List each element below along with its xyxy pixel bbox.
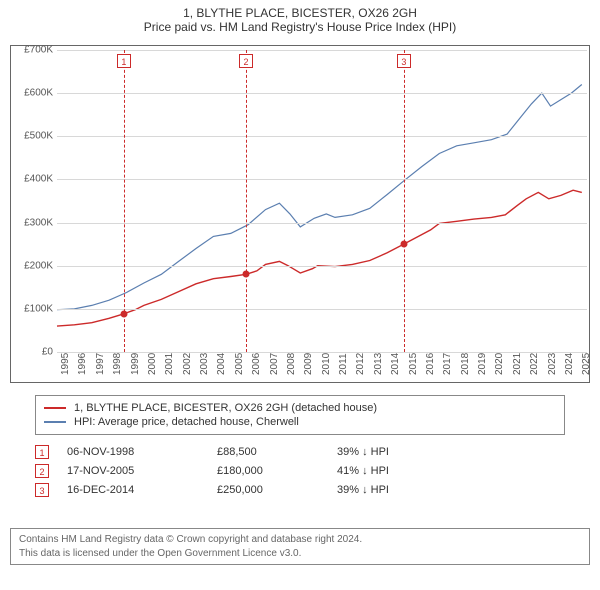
sale-vline bbox=[124, 50, 125, 352]
x-axis-label: 2005 bbox=[234, 361, 245, 375]
legend-item: 1, BLYTHE PLACE, BICESTER, OX26 2GH (det… bbox=[44, 402, 556, 414]
x-axis-label: 2004 bbox=[216, 361, 227, 375]
sale-dot bbox=[400, 241, 407, 248]
gridline-h bbox=[57, 50, 587, 51]
legend-swatch bbox=[44, 421, 66, 423]
x-axis-label: 2017 bbox=[442, 361, 453, 375]
y-axis-label: £0 bbox=[15, 347, 53, 358]
chart-title-address: 1, BLYTHE PLACE, BICESTER, OX26 2GH bbox=[0, 0, 600, 20]
legend-label: HPI: Average price, detached house, Cher… bbox=[74, 416, 299, 428]
sale-date: 06-NOV-1998 bbox=[67, 446, 217, 458]
x-axis-label: 1996 bbox=[77, 361, 88, 375]
x-axis-label: 2000 bbox=[147, 361, 158, 375]
sale-vline bbox=[246, 50, 247, 352]
sale-dot bbox=[243, 271, 250, 278]
x-axis-label: 2010 bbox=[321, 361, 332, 375]
x-axis-label: 2003 bbox=[199, 361, 210, 375]
footer-line: Contains HM Land Registry data © Crown c… bbox=[19, 533, 581, 547]
x-axis-label: 2023 bbox=[547, 361, 558, 375]
x-axis-label: 2025 bbox=[581, 361, 592, 375]
x-axis-label: 2006 bbox=[251, 361, 262, 375]
gridline-h bbox=[57, 266, 587, 267]
footer-line: This data is licensed under the Open Gov… bbox=[19, 547, 581, 561]
legend-swatch bbox=[44, 407, 66, 409]
sale-row: 2 17-NOV-2005 £180,000 41% ↓ HPI bbox=[35, 464, 565, 478]
sale-price: £250,000 bbox=[217, 484, 337, 496]
sale-marker-box: 2 bbox=[239, 54, 253, 68]
chart-frame: £0 £100K £200K £300K £400K £500K £600K £700K 199… bbox=[10, 45, 590, 383]
y-axis-label: £700K bbox=[15, 45, 53, 56]
x-axis-label: 1999 bbox=[130, 361, 141, 375]
sale-row: 3 16-DEC-2014 £250,000 39% ↓ HPI bbox=[35, 483, 565, 497]
series-price_paid bbox=[57, 190, 582, 326]
x-axis-label: 1998 bbox=[112, 361, 123, 375]
x-axis-label: 2020 bbox=[494, 361, 505, 375]
x-axis-label: 2002 bbox=[182, 361, 193, 375]
x-axis-label: 2008 bbox=[286, 361, 297, 375]
legend: 1, BLYTHE PLACE, BICESTER, OX26 2GH (det… bbox=[35, 395, 565, 435]
sale-delta-hpi: 39% ↓ HPI bbox=[337, 484, 457, 496]
gridline-h bbox=[57, 136, 587, 137]
x-axis-label: 2013 bbox=[373, 361, 384, 375]
gridline-h bbox=[57, 179, 587, 180]
chart-subtitle: Price paid vs. HM Land Registry's House … bbox=[0, 20, 600, 34]
x-axis-label: 2015 bbox=[408, 361, 419, 375]
x-axis-label: 2024 bbox=[564, 361, 575, 375]
y-axis-label: £300K bbox=[15, 217, 53, 228]
sales-table: 1 06-NOV-1998 £88,500 39% ↓ HPI 2 17-NOV… bbox=[35, 440, 565, 502]
gridline-h bbox=[57, 309, 587, 310]
sale-vline bbox=[404, 50, 405, 352]
sale-price: £180,000 bbox=[217, 465, 337, 477]
series-hpi bbox=[57, 85, 582, 310]
sale-date: 17-NOV-2005 bbox=[67, 465, 217, 477]
figure: 1, BLYTHE PLACE, BICESTER, OX26 2GH Pric… bbox=[0, 0, 600, 590]
y-axis-label: £200K bbox=[15, 260, 53, 271]
x-axis-label: 2018 bbox=[460, 361, 471, 375]
sale-row: 1 06-NOV-1998 £88,500 39% ↓ HPI bbox=[35, 445, 565, 459]
plot-area: £0£100K£200K£300K£400K£500K£600K£700K199… bbox=[57, 50, 587, 352]
sale-price: £88,500 bbox=[217, 446, 337, 458]
x-axis-label: 2001 bbox=[164, 361, 175, 375]
sale-marker-icon: 3 bbox=[35, 483, 49, 497]
legend-label: 1, BLYTHE PLACE, BICESTER, OX26 2GH (det… bbox=[74, 402, 377, 414]
x-axis-label: 2014 bbox=[390, 361, 401, 375]
y-axis-label: £500K bbox=[15, 131, 53, 142]
x-axis-label: 2016 bbox=[425, 361, 436, 375]
sale-delta-hpi: 41% ↓ HPI bbox=[337, 465, 457, 477]
y-axis-label: £100K bbox=[15, 303, 53, 314]
gridline-h bbox=[57, 93, 587, 94]
sale-dot bbox=[120, 310, 127, 317]
x-axis-label: 2007 bbox=[269, 361, 280, 375]
attribution-footer: Contains HM Land Registry data © Crown c… bbox=[10, 528, 590, 565]
sale-marker-icon: 1 bbox=[35, 445, 49, 459]
x-axis-label: 1997 bbox=[95, 361, 106, 375]
x-axis-label: 2021 bbox=[512, 361, 523, 375]
sale-delta-hpi: 39% ↓ HPI bbox=[337, 446, 457, 458]
y-axis-label: £400K bbox=[15, 174, 53, 185]
x-axis-label: 2011 bbox=[338, 361, 349, 375]
gridline-h bbox=[57, 223, 587, 224]
x-axis-label: 1995 bbox=[60, 361, 71, 375]
y-axis-label: £600K bbox=[15, 88, 53, 99]
sale-marker-box: 1 bbox=[117, 54, 131, 68]
x-axis-label: 2009 bbox=[303, 361, 314, 375]
legend-item: HPI: Average price, detached house, Cher… bbox=[44, 416, 556, 428]
series-svg bbox=[57, 50, 587, 352]
sale-date: 16-DEC-2014 bbox=[67, 484, 217, 496]
sale-marker-box: 3 bbox=[397, 54, 411, 68]
x-axis-label: 2022 bbox=[529, 361, 540, 375]
sale-marker-icon: 2 bbox=[35, 464, 49, 478]
x-axis-label: 2019 bbox=[477, 361, 488, 375]
x-axis-label: 2012 bbox=[355, 361, 366, 375]
